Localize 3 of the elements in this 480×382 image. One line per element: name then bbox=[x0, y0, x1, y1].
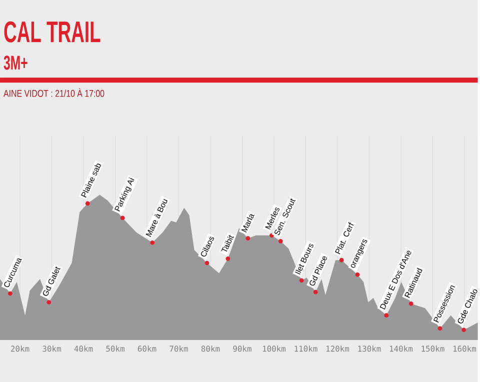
text: AINE VIDOT : 21/10 À 17:00 bbox=[4, 88, 104, 97]
chart-subtitle: 3M+ bbox=[4, 56, 28, 70]
chart-title: CAL TRAIL bbox=[4, 21, 100, 42]
